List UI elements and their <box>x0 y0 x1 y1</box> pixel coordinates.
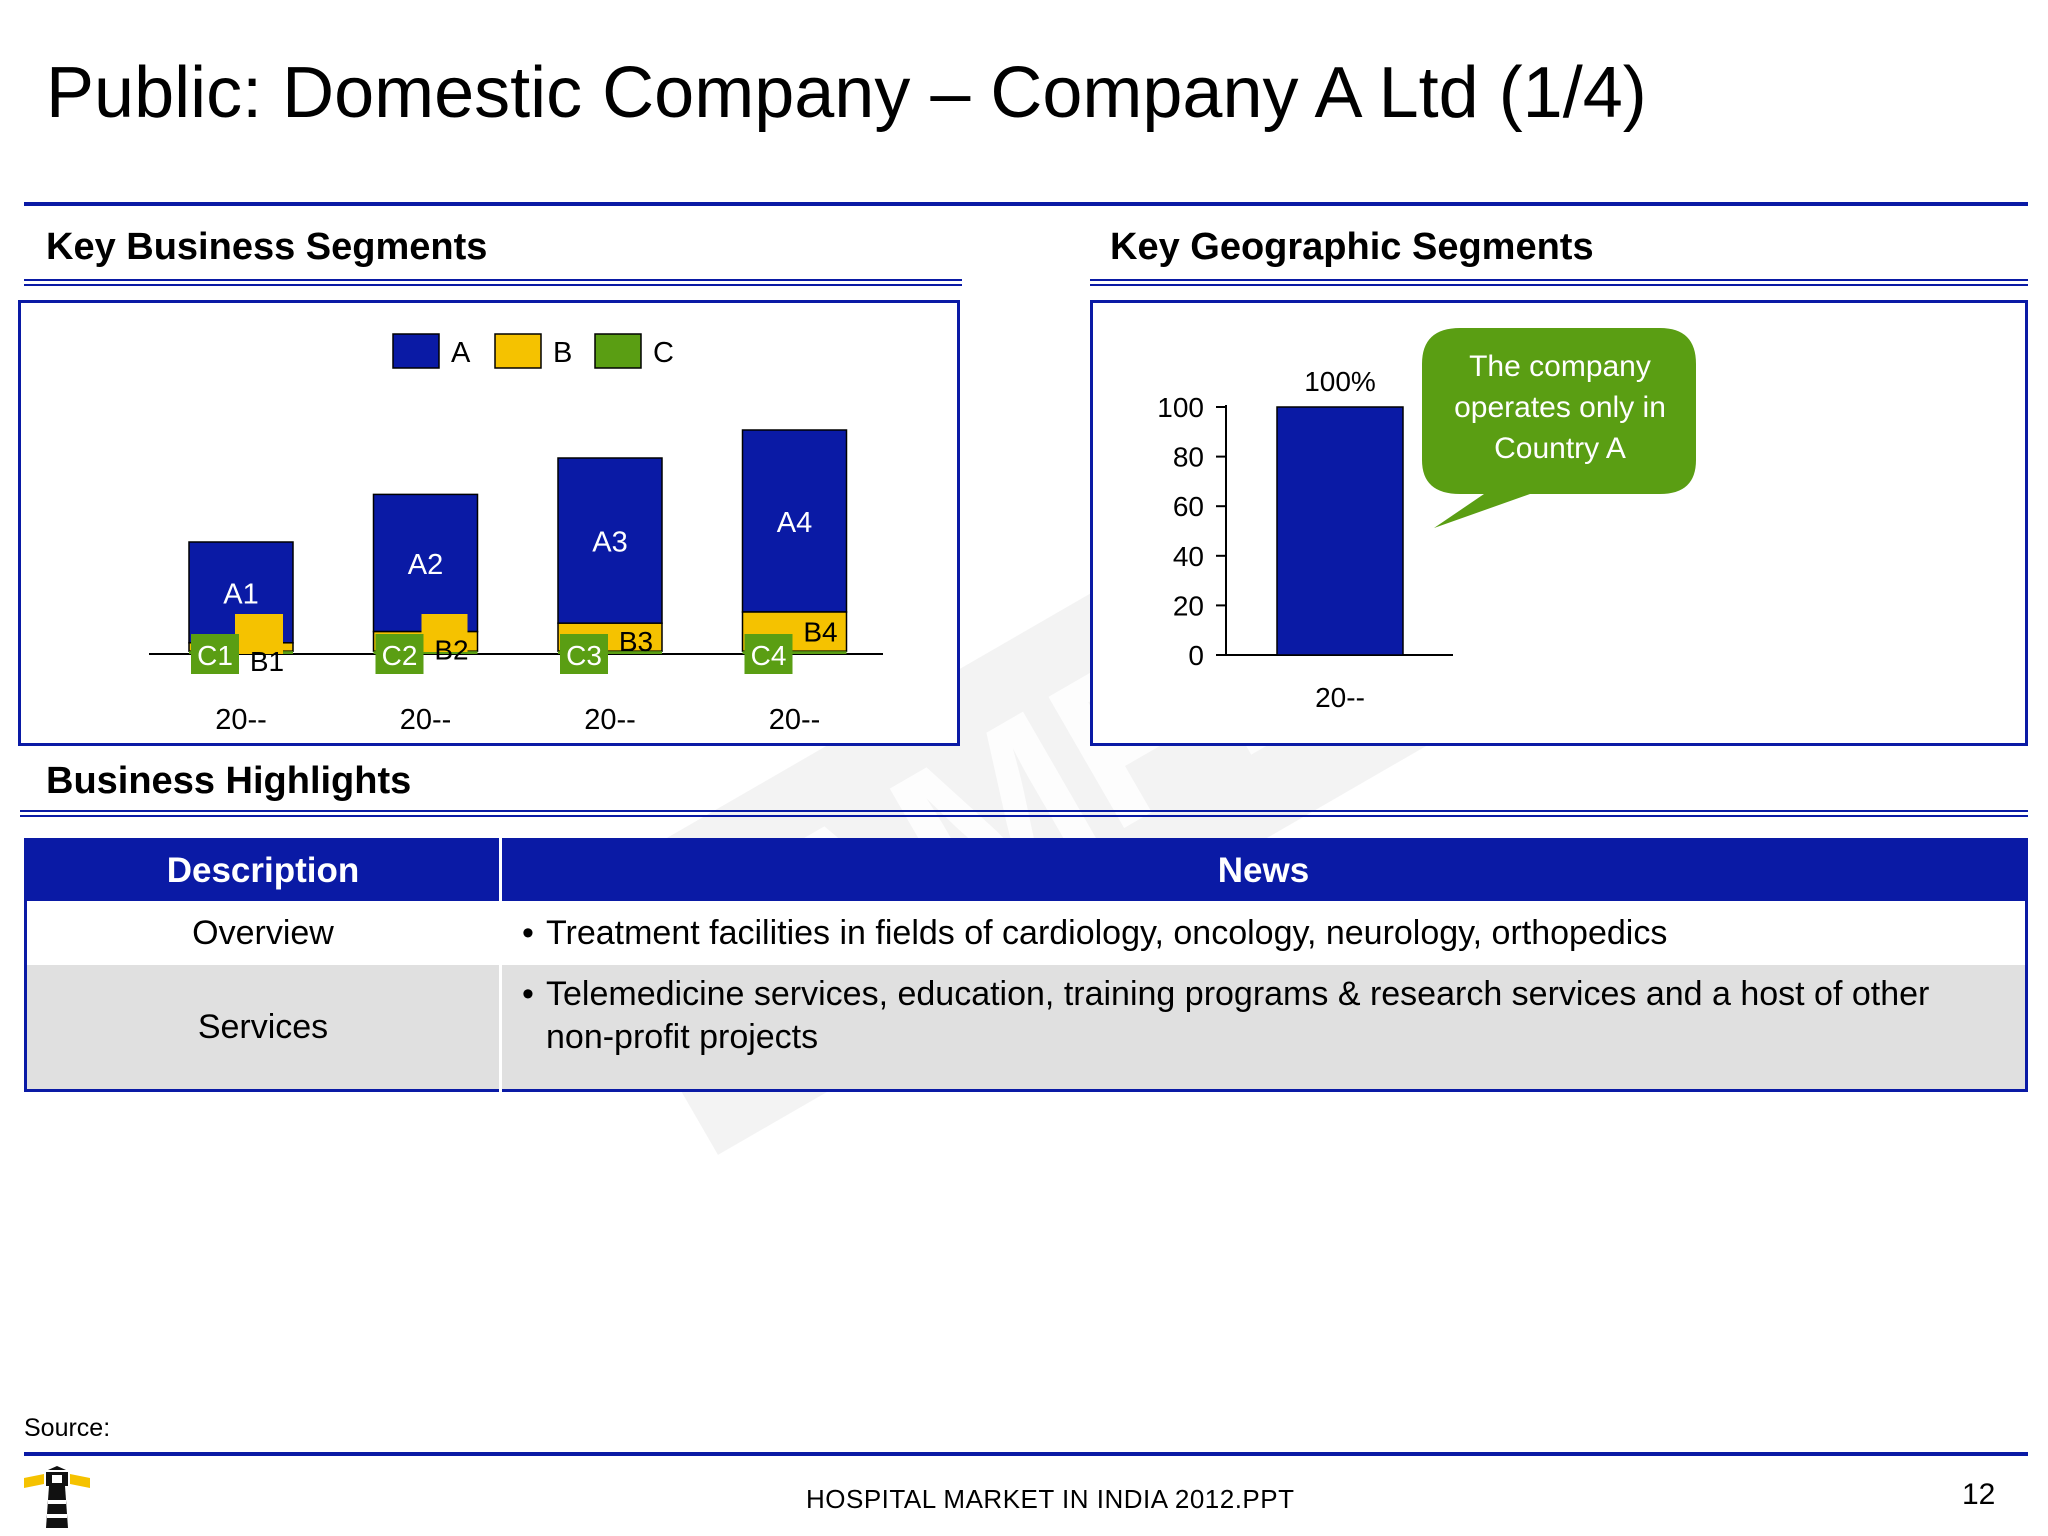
category-label: 20-- <box>1315 682 1365 713</box>
geographic-segments-heading: Key Geographic Segments <box>1110 226 1594 268</box>
table-cell-news: • Telemedicine services, education, train… <box>500 965 2027 1091</box>
legend-swatch-c <box>594 333 642 369</box>
data-label-b-box <box>421 614 468 652</box>
table-header-row: Description News <box>25 839 2027 901</box>
data-label-c-box <box>744 634 793 674</box>
category-label: 20-- <box>584 704 636 736</box>
business-highlights-table: Description News Overview • Treatment fac… <box>24 838 2028 1092</box>
data-label-c: C1 <box>197 640 233 671</box>
data-label-b-box <box>235 614 283 654</box>
footer-text: HOSPITAL MARKET IN INDIA 2012.PPT <box>806 1484 1295 1514</box>
bar-segment-a <box>741 429 848 613</box>
data-label-b: B1 <box>250 646 284 677</box>
business-highlights-rule <box>20 810 2028 817</box>
legend-label-b: B <box>553 337 572 369</box>
data-label-a: A3 <box>592 527 627 559</box>
bar <box>1276 406 1404 656</box>
business-segments-heading: Key Business Segments <box>46 226 488 268</box>
category-label: 20-- <box>400 704 452 736</box>
bar-segment-a <box>372 493 479 633</box>
geographic-segments-chart: 0 20 40 60 80 100 100% 20-- <box>1157 366 1453 713</box>
legend-swatch-a <box>392 333 440 369</box>
table-cell-description: Services <box>25 965 502 1091</box>
legend-label-c: C <box>653 337 674 369</box>
data-label-a: A4 <box>777 507 812 539</box>
data-label-c: C3 <box>566 640 602 671</box>
data-label-c: C2 <box>382 640 418 671</box>
bullet-icon: • <box>522 975 534 1013</box>
data-label-b: B4 <box>803 617 837 648</box>
data-label-c-box <box>560 634 608 674</box>
y-tick-label: 80 <box>1173 442 1204 473</box>
slide-title: Public: Domestic Company – Company A Ltd… <box>46 53 1647 133</box>
data-label-c: C4 <box>751 640 787 671</box>
data-label: 100% <box>1304 366 1376 397</box>
data-label-a: A2 <box>408 549 443 581</box>
data-label-a: A1 <box>223 578 258 610</box>
title-rule <box>24 202 2028 206</box>
y-tick-label: 20 <box>1173 590 1204 621</box>
y-tick-label: 0 <box>1188 640 1204 671</box>
y-tick-label: 40 <box>1173 541 1204 572</box>
table-row: Overview • Treatment facilities in fields… <box>25 901 2027 965</box>
source-label: Source: <box>24 1414 111 1442</box>
table-row: Services • Telemedicine services, educati… <box>25 965 2027 1091</box>
callout-bubble <box>1422 328 1696 528</box>
data-label-b: B2 <box>434 635 468 666</box>
page-number: 12 <box>1962 1478 1996 1511</box>
lighthouse-logo-icon <box>24 1466 90 1528</box>
bullet-icon: • <box>522 913 534 952</box>
table-cell-news: • Treatment facilities in fields of cardi… <box>500 901 2027 965</box>
footer-rule <box>24 1452 2028 1456</box>
y-tick-label: 60 <box>1173 491 1204 522</box>
data-label-c-box <box>375 634 424 674</box>
category-label: 20-- <box>769 704 821 736</box>
data-label-c-box <box>191 634 239 674</box>
bar-segment-c <box>742 651 847 654</box>
bar-segment-c <box>373 651 478 654</box>
table-header-description: Description <box>25 839 502 901</box>
business-highlights-heading: Business Highlights <box>46 760 412 802</box>
business-segments-rule <box>24 279 962 286</box>
callout-shape <box>1422 328 1696 528</box>
legend-label-a: A <box>451 337 471 369</box>
bar-segment-c <box>558 651 662 654</box>
callout-text: The company operates only in Country A <box>1454 350 1666 465</box>
bar-segment-a <box>557 457 663 624</box>
news-text: Telemedicine services, education, traini… <box>546 975 1930 1056</box>
table-cell-description: Overview <box>25 901 502 965</box>
business-segments-panel: A B C A1 B1 C1 20-- A2 B2 C2 20-- A3 B3 C3 20-- A4 B4 C4 2… <box>18 300 960 746</box>
table-header-news: News <box>500 839 2027 901</box>
category-label: 20-- <box>215 704 267 736</box>
y-tick-label: 100 <box>1157 392 1204 423</box>
data-label-b: B3 <box>619 626 653 657</box>
news-text: Treatment facilities in fields of cardio… <box>546 913 1668 952</box>
legend-swatch-b <box>494 333 542 369</box>
geographic-segments-rule <box>1090 279 2028 286</box>
business-segments-chart: A B C A1 B1 C1 20-- A2 B2 C2 20-- A3 B3 C3 20-- A4 B4 C4 2… <box>149 333 883 736</box>
